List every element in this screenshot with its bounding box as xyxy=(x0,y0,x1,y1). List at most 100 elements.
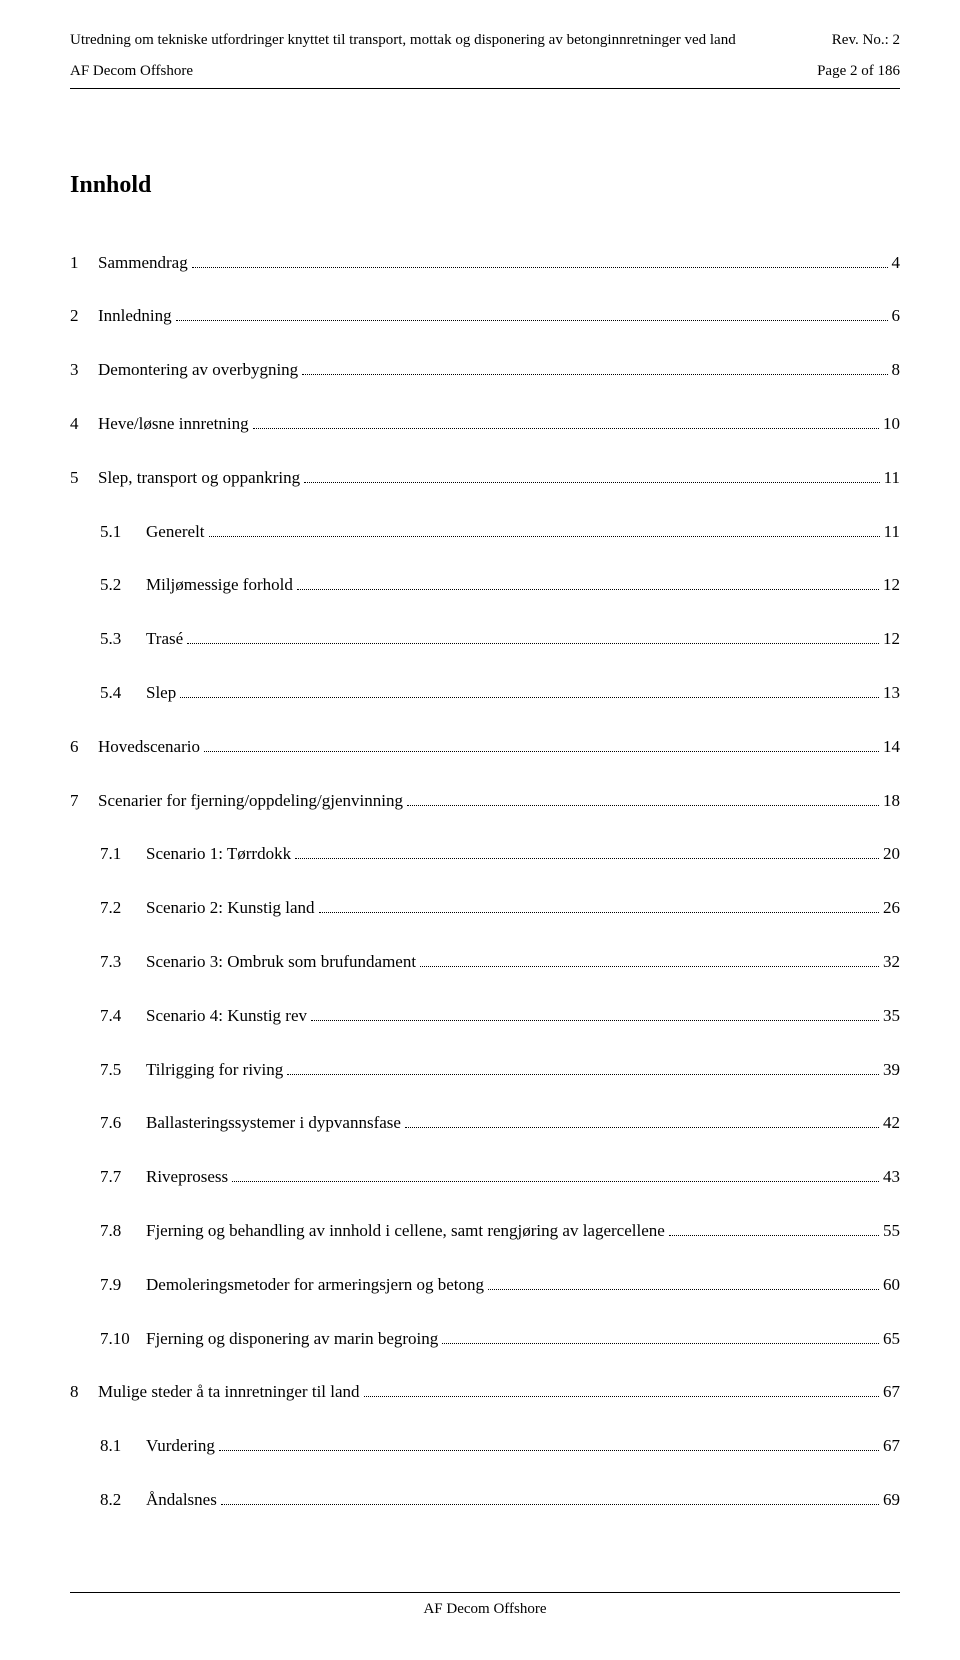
toc-entry-label: Fjerning og behandling av innhold i cell… xyxy=(146,1219,665,1243)
toc-entry: 8.1Vurdering 67 xyxy=(70,1434,900,1458)
toc-entry-label: Riveprosess xyxy=(146,1165,228,1189)
toc-entry-label: Scenario 2: Kunstig land xyxy=(146,896,315,920)
toc-leader-dots xyxy=(192,252,888,267)
toc-leader-dots xyxy=(204,736,879,751)
toc-entry-number: 8.1 xyxy=(100,1434,146,1458)
toc-entry: 7.8Fjerning og behandling av innhold i c… xyxy=(70,1219,900,1243)
toc-entry-label: Ballasteringssystemer i dypvannsfase xyxy=(146,1111,401,1135)
toc-entry-number: 2 xyxy=(70,304,98,328)
toc-entry-page: 14 xyxy=(883,735,900,759)
toc-leader-dots xyxy=(488,1274,879,1289)
toc-leader-dots xyxy=(442,1328,879,1343)
toc-entry: 6Hovedscenario14 xyxy=(70,735,900,759)
toc-entry-number: 3 xyxy=(70,358,98,382)
toc-leader-dots xyxy=(219,1436,879,1451)
toc-leader-dots xyxy=(302,360,887,375)
toc-leader-dots xyxy=(232,1167,879,1182)
toc-entry-page: 10 xyxy=(883,412,900,436)
toc-entry: 7.1Scenario 1: Tørrdokk20 xyxy=(70,842,900,866)
toc-leader-dots xyxy=(176,306,888,321)
toc-entry-page: 67 xyxy=(883,1434,900,1458)
doc-title: Utredning om tekniske utfordringer knytt… xyxy=(70,30,736,51)
toc-entry: 7.9Demoleringsmetoder for armeringsjern … xyxy=(70,1273,900,1297)
toc-entry: 7.5Tilrigging for riving39 xyxy=(70,1058,900,1082)
toc-entry-page: 8 xyxy=(892,358,901,382)
toc-entry-label: Scenario 3: Ombruk som brufundament xyxy=(146,950,416,974)
toc-entry-number: 7.7 xyxy=(100,1165,146,1189)
toc-entry-label: Generelt xyxy=(146,520,205,544)
toc-leader-dots xyxy=(669,1221,879,1236)
toc-entry-label: Vurdering xyxy=(146,1434,215,1458)
toc-entry-page: 32 xyxy=(883,950,900,974)
toc-leader-dots xyxy=(209,521,880,536)
toc-entry-page: 69 xyxy=(883,1488,900,1512)
toc-entry-page: 11 xyxy=(884,466,900,490)
toc-entry-page: 60 xyxy=(883,1273,900,1297)
toc-entry-number: 7.1 xyxy=(100,842,146,866)
toc-entry-label: Scenario 4: Kunstig rev xyxy=(146,1004,307,1028)
toc-leader-dots xyxy=(319,898,879,913)
toc-entry-number: 7.3 xyxy=(100,950,146,974)
toc-leader-dots xyxy=(311,1005,879,1020)
header-top: Utredning om tekniske utfordringer knytt… xyxy=(70,30,900,51)
toc-entry: 7.3Scenario 3: Ombruk som brufundament 32 xyxy=(70,950,900,974)
toc-heading: Innhold xyxy=(70,169,900,203)
org-name: AF Decom Offshore xyxy=(70,61,193,82)
toc-leader-dots xyxy=(295,844,879,859)
toc-entry: 5.2Miljømessige forhold12 xyxy=(70,573,900,597)
toc-entry-number: 7 xyxy=(70,789,98,813)
toc-leader-dots xyxy=(420,952,879,967)
toc-entry: 5Slep, transport og oppankring11 xyxy=(70,466,900,490)
toc-leader-dots xyxy=(287,1059,879,1074)
toc-entry-number: 7.5 xyxy=(100,1058,146,1082)
header-bottom: AF Decom Offshore Page 2 of 186 xyxy=(70,61,900,89)
toc-entry-page: 4 xyxy=(892,251,901,275)
toc-entry-page: 67 xyxy=(883,1380,900,1404)
toc-entry: 5.1Generelt 11 xyxy=(70,520,900,544)
toc-entry-number: 7.10 xyxy=(100,1327,146,1351)
toc-entry-label: Demontering av overbygning xyxy=(98,358,298,382)
toc-entry-page: 11 xyxy=(884,520,900,544)
toc-leader-dots xyxy=(187,629,879,644)
toc-entry-label: Innledning xyxy=(98,304,172,328)
toc-entry-number: 5.3 xyxy=(100,627,146,651)
toc-leader-dots xyxy=(364,1382,879,1397)
toc-entry-page: 39 xyxy=(883,1058,900,1082)
toc-entry-label: Demoleringsmetoder for armeringsjern og … xyxy=(146,1273,484,1297)
toc-entry: 7.7Riveprosess43 xyxy=(70,1165,900,1189)
toc-leader-dots xyxy=(297,575,879,590)
toc-entry-number: 7.4 xyxy=(100,1004,146,1028)
toc-leader-dots xyxy=(221,1490,879,1505)
toc-entry: 3Demontering av overbygning 8 xyxy=(70,358,900,382)
toc-entry-page: 55 xyxy=(883,1219,900,1243)
toc-leader-dots xyxy=(407,790,879,805)
toc-entry-number: 5 xyxy=(70,466,98,490)
toc-entry-number: 5.2 xyxy=(100,573,146,597)
toc-entry-label: Sammendrag xyxy=(98,251,188,275)
toc-entry-label: Fjerning og disponering av marin begroin… xyxy=(146,1327,438,1351)
toc-entry: 4Heve/løsne innretning 10 xyxy=(70,412,900,436)
toc-leader-dots xyxy=(253,414,879,429)
toc-entry-number: 1 xyxy=(70,251,98,275)
toc-leader-dots xyxy=(180,683,879,698)
toc-entry-label: Heve/løsne innretning xyxy=(98,412,249,436)
toc-entry: 7.4Scenario 4: Kunstig rev 35 xyxy=(70,1004,900,1028)
toc-entry: 5.3Trasé12 xyxy=(70,627,900,651)
toc-entry-number: 6 xyxy=(70,735,98,759)
toc-entry: 7.6Ballasteringssystemer i dypvannsfase4… xyxy=(70,1111,900,1135)
toc-entry-label: Mulige steder å ta innretninger til land xyxy=(98,1380,360,1404)
revision-number: Rev. No.: 2 xyxy=(832,30,900,51)
toc-entry-number: 5.1 xyxy=(100,520,146,544)
toc-entry-page: 20 xyxy=(883,842,900,866)
toc-entry-number: 8.2 xyxy=(100,1488,146,1512)
toc-list: 1Sammendrag 4 2Innledning 6 3Demontering av … xyxy=(70,251,900,1512)
toc-entry-number: 7.6 xyxy=(100,1111,146,1135)
toc-entry-number: 4 xyxy=(70,412,98,436)
toc-entry-page: 65 xyxy=(883,1327,900,1351)
toc-entry-page: 26 xyxy=(883,896,900,920)
toc-entry-page: 35 xyxy=(883,1004,900,1028)
page-number: Page 2 of 186 xyxy=(817,61,900,82)
toc-entry: 7.2Scenario 2: Kunstig land26 xyxy=(70,896,900,920)
toc-entry: 8.2Åndalsnes69 xyxy=(70,1488,900,1512)
toc-entry: 8Mulige steder å ta innretninger til lan… xyxy=(70,1380,900,1404)
